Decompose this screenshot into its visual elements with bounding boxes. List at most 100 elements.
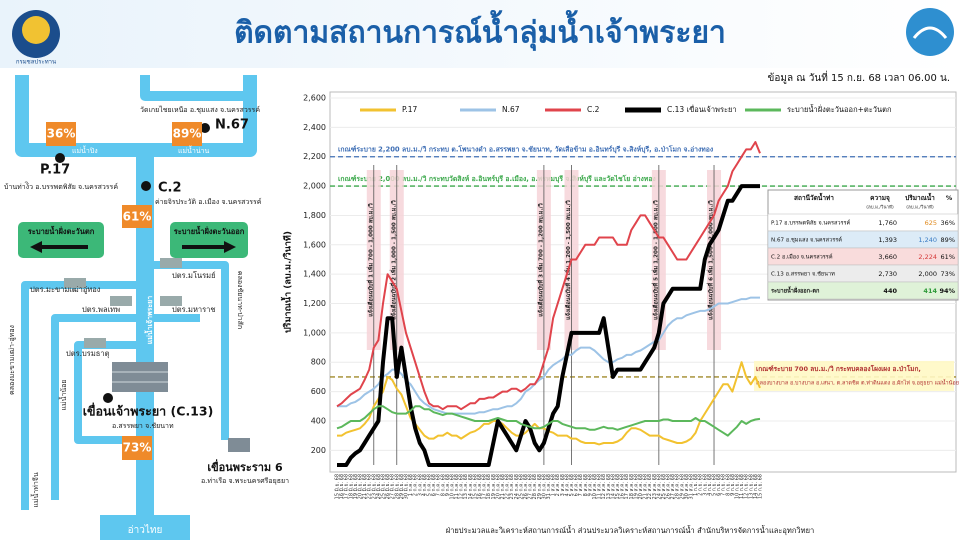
table-cell: 61%	[941, 253, 955, 261]
x-tick-label: 3 ก.ย. 68	[702, 474, 708, 496]
ref-label: เกณฑ์ระบาย 700 ลบ.ม./วิ กระทบคลองโผงเผง …	[756, 364, 921, 373]
x-tick-label: 8 ส.ค. 68	[583, 474, 589, 496]
x-tick-label: 4 ก.ค. 68	[422, 474, 428, 496]
x-tick-label: 12 ส.ค. 68	[601, 474, 607, 499]
x-tick-label: 28 ส.ค. 68	[675, 474, 681, 499]
legend-label: P.17	[402, 105, 418, 114]
y-tick-label: 600	[311, 387, 326, 396]
x-tick-label: 27 ส.ค. 68	[670, 474, 676, 499]
place: ค่ายจิรประวัติ อ.เมือง จ.นครสวรรค์	[155, 198, 262, 206]
river-label: แม่น้ำน่าน	[178, 144, 210, 155]
x-tick-label: 5 ก.ค. 68	[426, 474, 432, 496]
station: N.67	[215, 118, 249, 133]
arrow	[182, 241, 236, 253]
x-tick-label: 23 มิ.ย. 68	[370, 474, 377, 499]
x-tick-label: 29 มิ.ย. 68	[398, 474, 405, 499]
x-tick-label: 29 ก.ค. 68	[537, 474, 543, 499]
gate-label: ปตร.มะขามเฒ่าอู่ทอง	[30, 285, 101, 294]
annotation-text: แจ้งเตือนฉบับที่ 2 เพิ่ม 1,000 - 1,500 ล…	[389, 200, 397, 320]
pct-box	[122, 436, 152, 460]
dam-icon	[112, 362, 168, 392]
pct-box	[172, 122, 202, 146]
table-cell: 89%	[941, 236, 955, 244]
canal	[74, 341, 145, 444]
gate-label: ปตร.มหาราช	[172, 305, 215, 314]
map-labels: วัดเกยไชยเหนือ อ.ชุมแสง จ.นครสวรรค์ N.67…	[4, 105, 289, 536]
x-tick-label: 18 มิ.ย. 68	[347, 474, 354, 499]
x-tick-label: 30 ก.ค. 68	[541, 474, 547, 499]
x-tick-label: 14 ส.ค. 68	[610, 474, 616, 499]
x-tick-label: 18 ก.ค. 68	[486, 474, 492, 499]
x-tick-label: 19 มิ.ย. 68	[352, 474, 359, 499]
x-tick-label: 28 ก.ค. 68	[532, 474, 538, 499]
table-cell: P.17 อ.บรรพตพิสัย จ.นครสวรรค์	[771, 219, 851, 227]
x-tick-label: 29 ส.ค. 68	[679, 474, 685, 499]
x-tick-label: 12 ก.ย. 68	[744, 474, 750, 499]
table-cell: C.2 อ.เมือง จ.นครสวรรค์	[771, 253, 833, 261]
x-tick-label: 15 ส.ค. 68	[615, 474, 621, 499]
x-tick-label: 25 ส.ค. 68	[661, 474, 667, 499]
x-tick-label: 16 ก.ค. 68	[477, 474, 483, 499]
x-tick-label: 26 ส.ค. 68	[666, 474, 672, 499]
canal-label: คลองชัยนาท-ป่าสัก	[236, 271, 244, 329]
gate-icon	[84, 338, 106, 348]
x-tick-label: 6 ก.ค. 68	[431, 474, 437, 496]
annotation-text: แจ้งเตือนฉบับที่ 6 เพิ่ม 1,500 - 2,000 ล…	[707, 200, 715, 320]
x-tick-label: 2 ก.ค. 68	[413, 474, 419, 496]
table-cell: ระบายน้ำฝั่งออก-ตก	[771, 286, 820, 295]
place: บ้านท่าง้ิว อ.บรรพตพิสัย จ.นครสวรรค์	[4, 181, 118, 191]
gate-label: ปตร.มโนรมย์	[172, 271, 216, 280]
header-bg	[0, 0, 960, 68]
x-tick-label: 16 ส.ค. 68	[620, 474, 626, 499]
table-cell: 36%	[941, 219, 955, 227]
x-tick-label: 30 ส.ค. 68	[684, 474, 690, 499]
canal-label: แม่น้ำท่าจีน	[29, 472, 40, 507]
y-tick-label: 2,200	[303, 152, 326, 161]
x-tick-label: 22 ส.ค. 68	[647, 474, 653, 499]
x-tick-label: 25 ก.ค. 68	[518, 474, 524, 499]
x-tick-label: 20 ส.ค. 68	[638, 474, 644, 499]
x-tick-label: 5 ส.ค. 68	[569, 474, 575, 496]
x-tick-label: 18 ส.ค. 68	[629, 474, 635, 499]
x-tick-label: 23 ก.ค. 68	[509, 474, 515, 499]
x-tick-label: 24 มิ.ย. 68	[375, 474, 382, 499]
x-tick-label: 1 ก.ค. 68	[408, 474, 414, 496]
x-tick-label: 23 ส.ค. 68	[652, 474, 658, 499]
x-tick-label: 22 ก.ค. 68	[505, 474, 511, 499]
dam-label: เขื่อนเจ้าพระยา (C.13)	[83, 403, 214, 419]
x-tick-label: 16 มิ.ย. 68	[338, 474, 345, 499]
gate-icon	[110, 296, 132, 306]
arrow	[30, 241, 88, 253]
station-dot	[200, 123, 210, 133]
x-tick-label: 6 ส.ค. 68	[574, 474, 580, 496]
station: P.17	[40, 163, 70, 178]
ref-label: เกณฑ์ระบาย 2,200 ลบ.ม./วิ กระทบ ต.โพนางด…	[338, 145, 713, 154]
place: วัดเกยไชยเหนือ อ.ชุมแสง จ.นครสวรรค์	[140, 105, 260, 114]
x-tick-label: 25 มิ.ย. 68	[379, 474, 386, 499]
footer: ฝ่ายประมวลและวิเคราะห์สถานการณ์น้ำ ส่วนป…	[446, 525, 814, 535]
y-tick-label: 1,200	[303, 299, 326, 308]
pct: 73%	[123, 441, 152, 455]
x-tick-label: 17 มิ.ย. 68	[343, 474, 350, 499]
y-tick-label: 1,600	[303, 240, 326, 249]
x-tick-label: 7 ก.ค. 68	[436, 474, 442, 496]
y-tick-label: 1,800	[303, 211, 326, 220]
river-label: แม่น้ำเจ้าพระยา	[143, 296, 154, 345]
station-dot	[141, 181, 151, 191]
annotation-text: แจ้งเตือนฉบับที่ 1 เพิ่ม 700 - 1,000 ลบ.…	[366, 203, 374, 317]
x-tick-label: 26 ก.ค. 68	[523, 474, 529, 499]
y-tick-label: 1,400	[303, 270, 326, 279]
place: อ.สรรพยา จ.ชัยนาท	[112, 422, 174, 430]
table-unit: (ลบ.ม./วินาที)	[866, 205, 894, 211]
x-tick-label: 11 ก.ค. 68	[454, 474, 460, 499]
x-tick-label: 10 ก.ย. 68	[735, 474, 741, 499]
river-label: แม่น้ำปิง	[72, 144, 98, 155]
x-tick-label: 5 ก.ย. 68	[712, 474, 718, 496]
x-tick-label: 30 มิ.ย. 68	[402, 474, 409, 499]
place: อ.ท่าเรือ จ.พระนครศรีอยุธยา	[201, 477, 289, 485]
x-tick-label: 14 ก.ค. 68	[468, 474, 474, 499]
x-tick-label: 31 ก.ค. 68	[546, 474, 552, 499]
x-tick-label: 10 ส.ค. 68	[592, 474, 598, 499]
legend-label: ระบายน้ำฝั่งตะวันออก+ตะวันตก	[787, 104, 892, 114]
